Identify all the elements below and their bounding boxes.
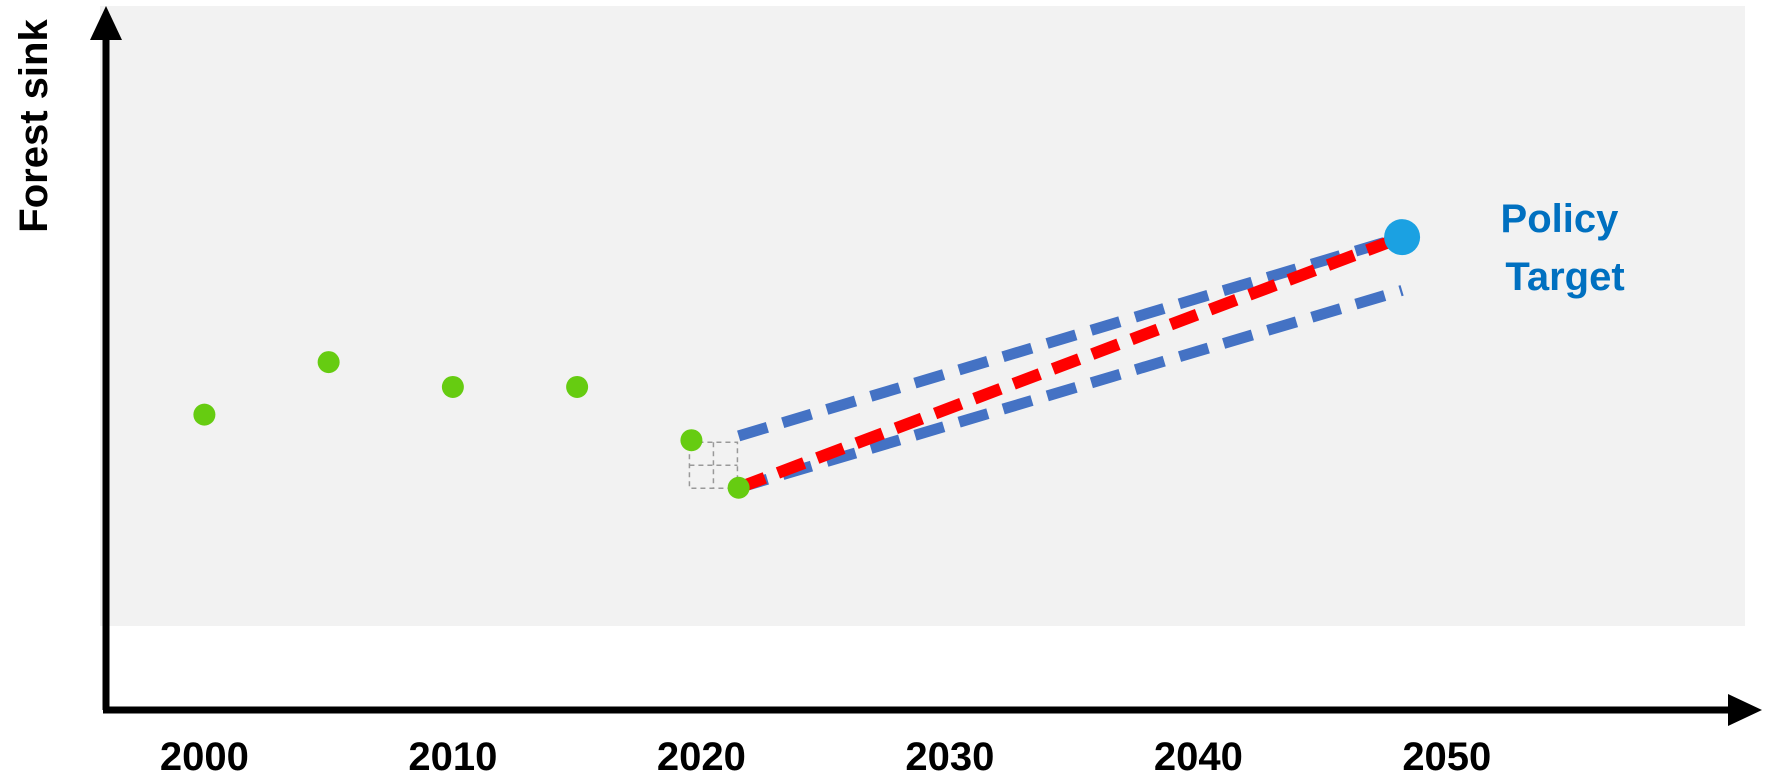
observed-point (680, 429, 703, 452)
policy-target-label: Policy Target (1501, 197, 1630, 299)
x-tick-label: 2020 (657, 735, 746, 777)
series-lines (736, 231, 1405, 494)
x-axis-arrow (1728, 694, 1762, 726)
observed-point (566, 375, 589, 398)
x-tick-labels: 2000 2010 2020 2030 2040 2050 (160, 735, 1491, 777)
target-point (1384, 219, 1421, 256)
observed-point (441, 375, 464, 398)
x-tick-label: 2050 (1402, 735, 1491, 777)
observed-point (727, 476, 750, 499)
y-axis-arrow (90, 6, 122, 40)
central-trajectory-line (736, 231, 1405, 494)
x-tick-label: 2010 (408, 735, 497, 777)
bound-trajectory-line (737, 285, 1404, 494)
x-tick-label: 2000 (160, 735, 249, 777)
y-axis-label: Forest sink (12, 19, 56, 233)
policy-target (1384, 219, 1421, 256)
policy-target-label-line-2: Target (1505, 255, 1624, 299)
x-tick-label: 2030 (905, 735, 994, 777)
observed-point (193, 403, 216, 426)
bound-trajectory-line (737, 231, 1404, 442)
observed-points (193, 351, 750, 499)
plot-background (100, 6, 1745, 626)
policy-target-label-line-1: Policy (1501, 197, 1620, 241)
selection-box (688, 441, 739, 489)
x-tick-label: 2040 (1154, 735, 1243, 777)
axes (90, 6, 1762, 726)
observed-point (317, 351, 340, 374)
